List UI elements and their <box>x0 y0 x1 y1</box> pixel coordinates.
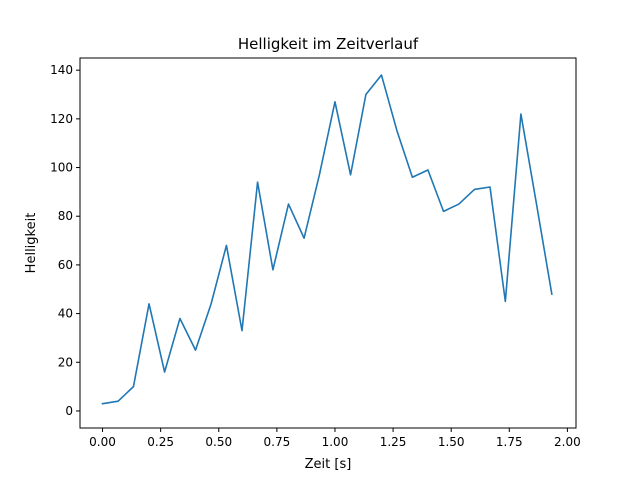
y-tick-label: 120 <box>50 112 73 126</box>
x-axis-label: Zeit [s] <box>305 457 352 472</box>
x-tick-label: 0.25 <box>147 435 174 449</box>
chart-title: Helligkeit im Zeitverlauf <box>238 35 419 53</box>
y-tick-label: 80 <box>58 209 73 223</box>
series-line-0 <box>101 74 553 405</box>
x-tick-label: 1.75 <box>496 435 523 449</box>
x-axis: 0.00 0.25 0.50 0.75 1.00 1.25 1.50 1.75 2.00 <box>89 428 581 449</box>
x-tick-label: 0.75 <box>264 435 291 449</box>
y-tick-label: 100 <box>50 161 73 175</box>
x-tick-label: 1.00 <box>322 435 349 449</box>
y-tick-label: 60 <box>58 258 73 272</box>
x-tick-label: 1.25 <box>380 435 407 449</box>
plot-area <box>101 74 553 405</box>
x-tick-label: 0.50 <box>205 435 232 449</box>
x-tick-label: 0.00 <box>89 435 116 449</box>
y-axis-label: Helligkeit <box>24 213 39 274</box>
y-axis: 0 20 40 60 80 100 120 140 <box>50 63 80 418</box>
y-tick-label: 140 <box>50 63 73 77</box>
plot-frame <box>79 57 577 429</box>
y-tick-label: 40 <box>58 307 73 321</box>
y-tick-label: 0 <box>65 404 73 418</box>
x-tick-label: 1.50 <box>438 435 465 449</box>
x-tick-label: 2.00 <box>554 435 581 449</box>
y-tick-label: 20 <box>58 355 73 369</box>
